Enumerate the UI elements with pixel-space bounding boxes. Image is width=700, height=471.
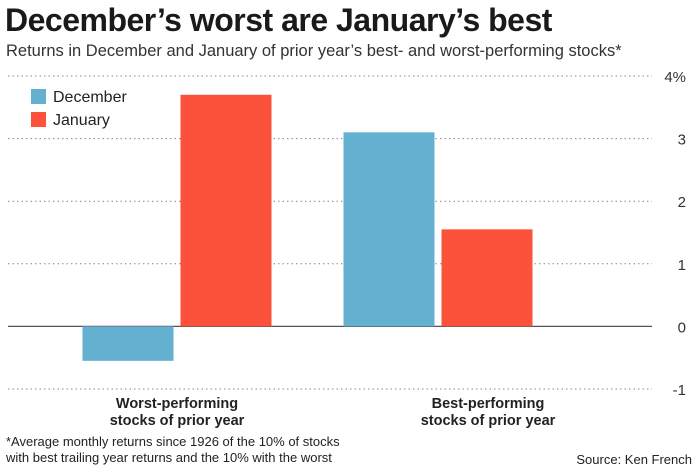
y-tick-label: 0 (678, 319, 686, 336)
bar-december-2 (343, 132, 435, 327)
chart-subtitle: Returns in December and January of prior… (6, 42, 622, 60)
legend-label-december: December (53, 89, 127, 106)
footnote: *Average monthly returns since 1926 of t… (6, 434, 426, 466)
category-label: stocks of prior year (110, 413, 245, 429)
source-note: Source: Ken French (576, 452, 692, 467)
category-label: Worst-performing (116, 396, 238, 412)
chart-title: December’s worst are January’s best (5, 2, 552, 38)
legend-swatch-january (31, 112, 46, 127)
y-tick-label: 3 (678, 132, 686, 149)
category-label: stocks of prior year (421, 413, 556, 429)
y-tick-label: 1 (678, 257, 686, 274)
bar-january-1 (180, 94, 272, 327)
y-tick-label: -1 (673, 382, 686, 399)
y-tick-label: 4% (664, 69, 686, 86)
legend-label-january: January (53, 112, 110, 129)
bar-december-1 (82, 326, 174, 361)
bar-january-2 (441, 229, 533, 327)
legend-swatch-december (31, 89, 46, 104)
category-label: Best-performing (432, 396, 545, 412)
footnote-line-2: with best trailing year returns and the … (6, 450, 332, 465)
y-tick-label: 2 (678, 194, 686, 211)
footnote-line-1: *Average monthly returns since 1926 of t… (6, 434, 340, 449)
